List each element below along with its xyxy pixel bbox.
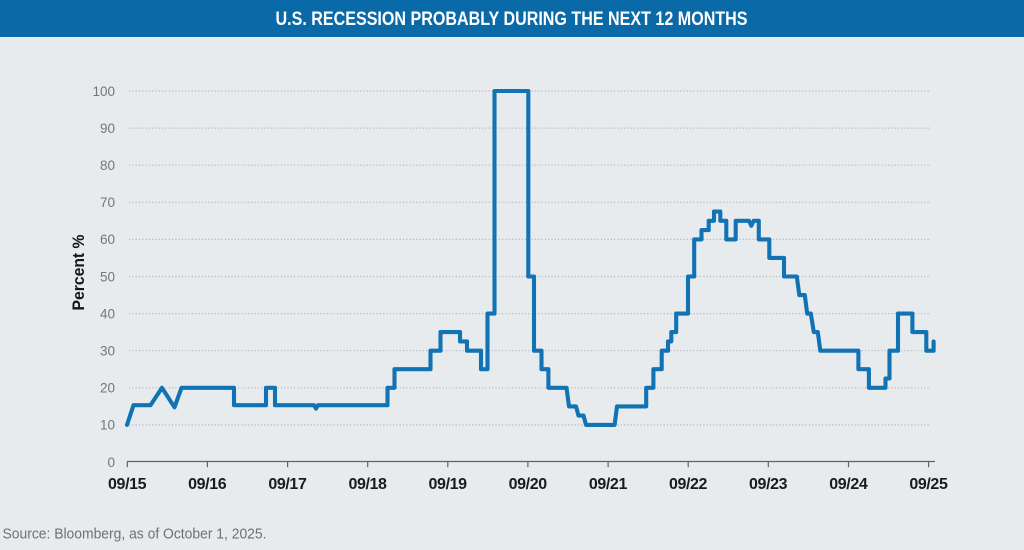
svg-text:09/24: 09/24 [829, 476, 868, 493]
svg-text:09/25: 09/25 [909, 476, 948, 493]
svg-text:09/18: 09/18 [348, 476, 387, 493]
svg-text:Percent %: Percent % [69, 235, 88, 311]
svg-text:40: 40 [100, 306, 115, 321]
svg-text:10: 10 [100, 418, 115, 433]
svg-text:90: 90 [100, 121, 115, 136]
svg-text:50: 50 [100, 269, 115, 284]
svg-text:80: 80 [100, 158, 115, 173]
svg-text:09/16: 09/16 [188, 476, 227, 493]
svg-text:09/15: 09/15 [108, 476, 147, 493]
svg-text:09/17: 09/17 [268, 476, 307, 493]
svg-text:60: 60 [100, 232, 115, 247]
svg-text:09/23: 09/23 [749, 476, 788, 493]
svg-text:09/19: 09/19 [429, 476, 468, 493]
svg-text:09/20: 09/20 [509, 476, 548, 493]
svg-text:Source: Bloomberg, as of Octob: Source: Bloomberg, as of October 1, 2025… [3, 527, 267, 543]
svg-text:70: 70 [100, 195, 115, 210]
svg-text:20: 20 [100, 381, 115, 396]
svg-text:30: 30 [100, 344, 115, 359]
svg-text:U.S. RECESSION PROBABLY DURING: U.S. RECESSION PROBABLY DURING THE NEXT … [276, 9, 748, 30]
svg-text:09/22: 09/22 [669, 476, 708, 493]
svg-text:0: 0 [107, 455, 115, 470]
svg-text:100: 100 [92, 84, 115, 99]
svg-text:09/21: 09/21 [589, 476, 628, 493]
